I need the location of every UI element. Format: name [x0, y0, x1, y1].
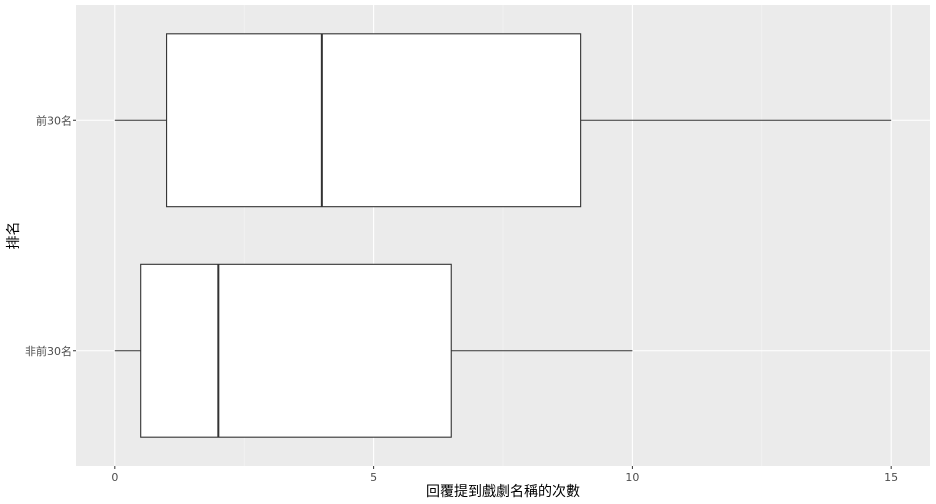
- y-axis-title: 排名: [6, 222, 22, 250]
- x-axis-title: 回覆提到戲劇名稱的次數: [426, 484, 580, 500]
- box-series: [114, 33, 892, 438]
- box: [166, 33, 582, 208]
- y-tick-label: 前30名: [36, 113, 72, 127]
- y-tick-label: 非前30名: [25, 344, 72, 358]
- x-tick-label: 5: [370, 471, 377, 484]
- x-axis: 0 5 10 15: [111, 466, 898, 484]
- x-tick-label: 10: [625, 471, 639, 484]
- x-tick-label: 15: [884, 471, 898, 484]
- box: [140, 263, 452, 438]
- x-tick-label: 0: [111, 471, 118, 484]
